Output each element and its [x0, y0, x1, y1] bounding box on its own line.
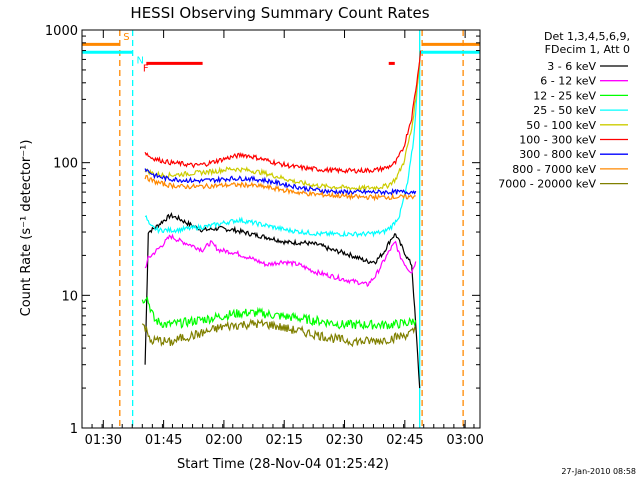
- x-tick-label: 02:15: [265, 433, 302, 448]
- flag-letter-n: N: [136, 55, 143, 66]
- series-line-2: [141, 296, 417, 330]
- legend-item-label: 800 - 7000 keV: [512, 163, 596, 176]
- y-axis-label: Count Rate (s⁻¹ detector⁻¹): [19, 140, 34, 317]
- y-tick-label: 1: [70, 422, 78, 437]
- series-line-0: [144, 212, 421, 389]
- series-line-6: [144, 168, 417, 196]
- flag-letter-f: F: [143, 64, 149, 75]
- legend-item-label: 7000 - 20000 keV: [498, 178, 596, 191]
- series-line-3: [144, 50, 422, 238]
- legend-item-label: 100 - 300 keV: [519, 134, 596, 147]
- x-tick-label: 01:45: [145, 433, 182, 448]
- legend-item-label: 50 - 100 keV: [526, 119, 596, 132]
- series-line-7: [144, 174, 416, 202]
- footer-date: 27-Jan-2010 08:58: [561, 467, 636, 476]
- y-tick-label: 100: [53, 157, 78, 172]
- chart-title: HESSI Observing Summary Count Rates: [130, 4, 429, 22]
- series-line-8: [141, 318, 417, 348]
- legend-item-label: 300 - 800 keV: [519, 148, 596, 161]
- series-line-5: [144, 50, 422, 175]
- series-line-4: [144, 50, 422, 192]
- y-tick-label: 10: [61, 289, 78, 304]
- x-tick-label: 02:30: [326, 433, 363, 448]
- legend-header-line: FDecim 1, Att 0: [545, 43, 630, 56]
- flag-letter-s: S: [123, 32, 129, 43]
- legend-item-label: 25 - 50 keV: [533, 104, 596, 117]
- x-tick-label: 01:30: [85, 433, 122, 448]
- plot-frame: [81, 29, 481, 429]
- x-tick-label: 02:45: [386, 433, 423, 448]
- legend-item-label: 3 - 6 keV: [547, 60, 596, 73]
- legend-item-label: 6 - 12 keV: [540, 75, 596, 88]
- x-tick-label: 02:00: [205, 433, 242, 448]
- legend-item-label: 12 - 25 keV: [533, 89, 596, 102]
- y-tick-label: 1000: [45, 24, 78, 39]
- x-axis-label: Start Time (28-Nov-04 01:25:42): [177, 457, 389, 472]
- series-line-1: [144, 233, 417, 288]
- legend-header-line: Det 1,3,4,5,6,9,: [544, 30, 630, 43]
- x-tick-label: 03:00: [446, 433, 483, 448]
